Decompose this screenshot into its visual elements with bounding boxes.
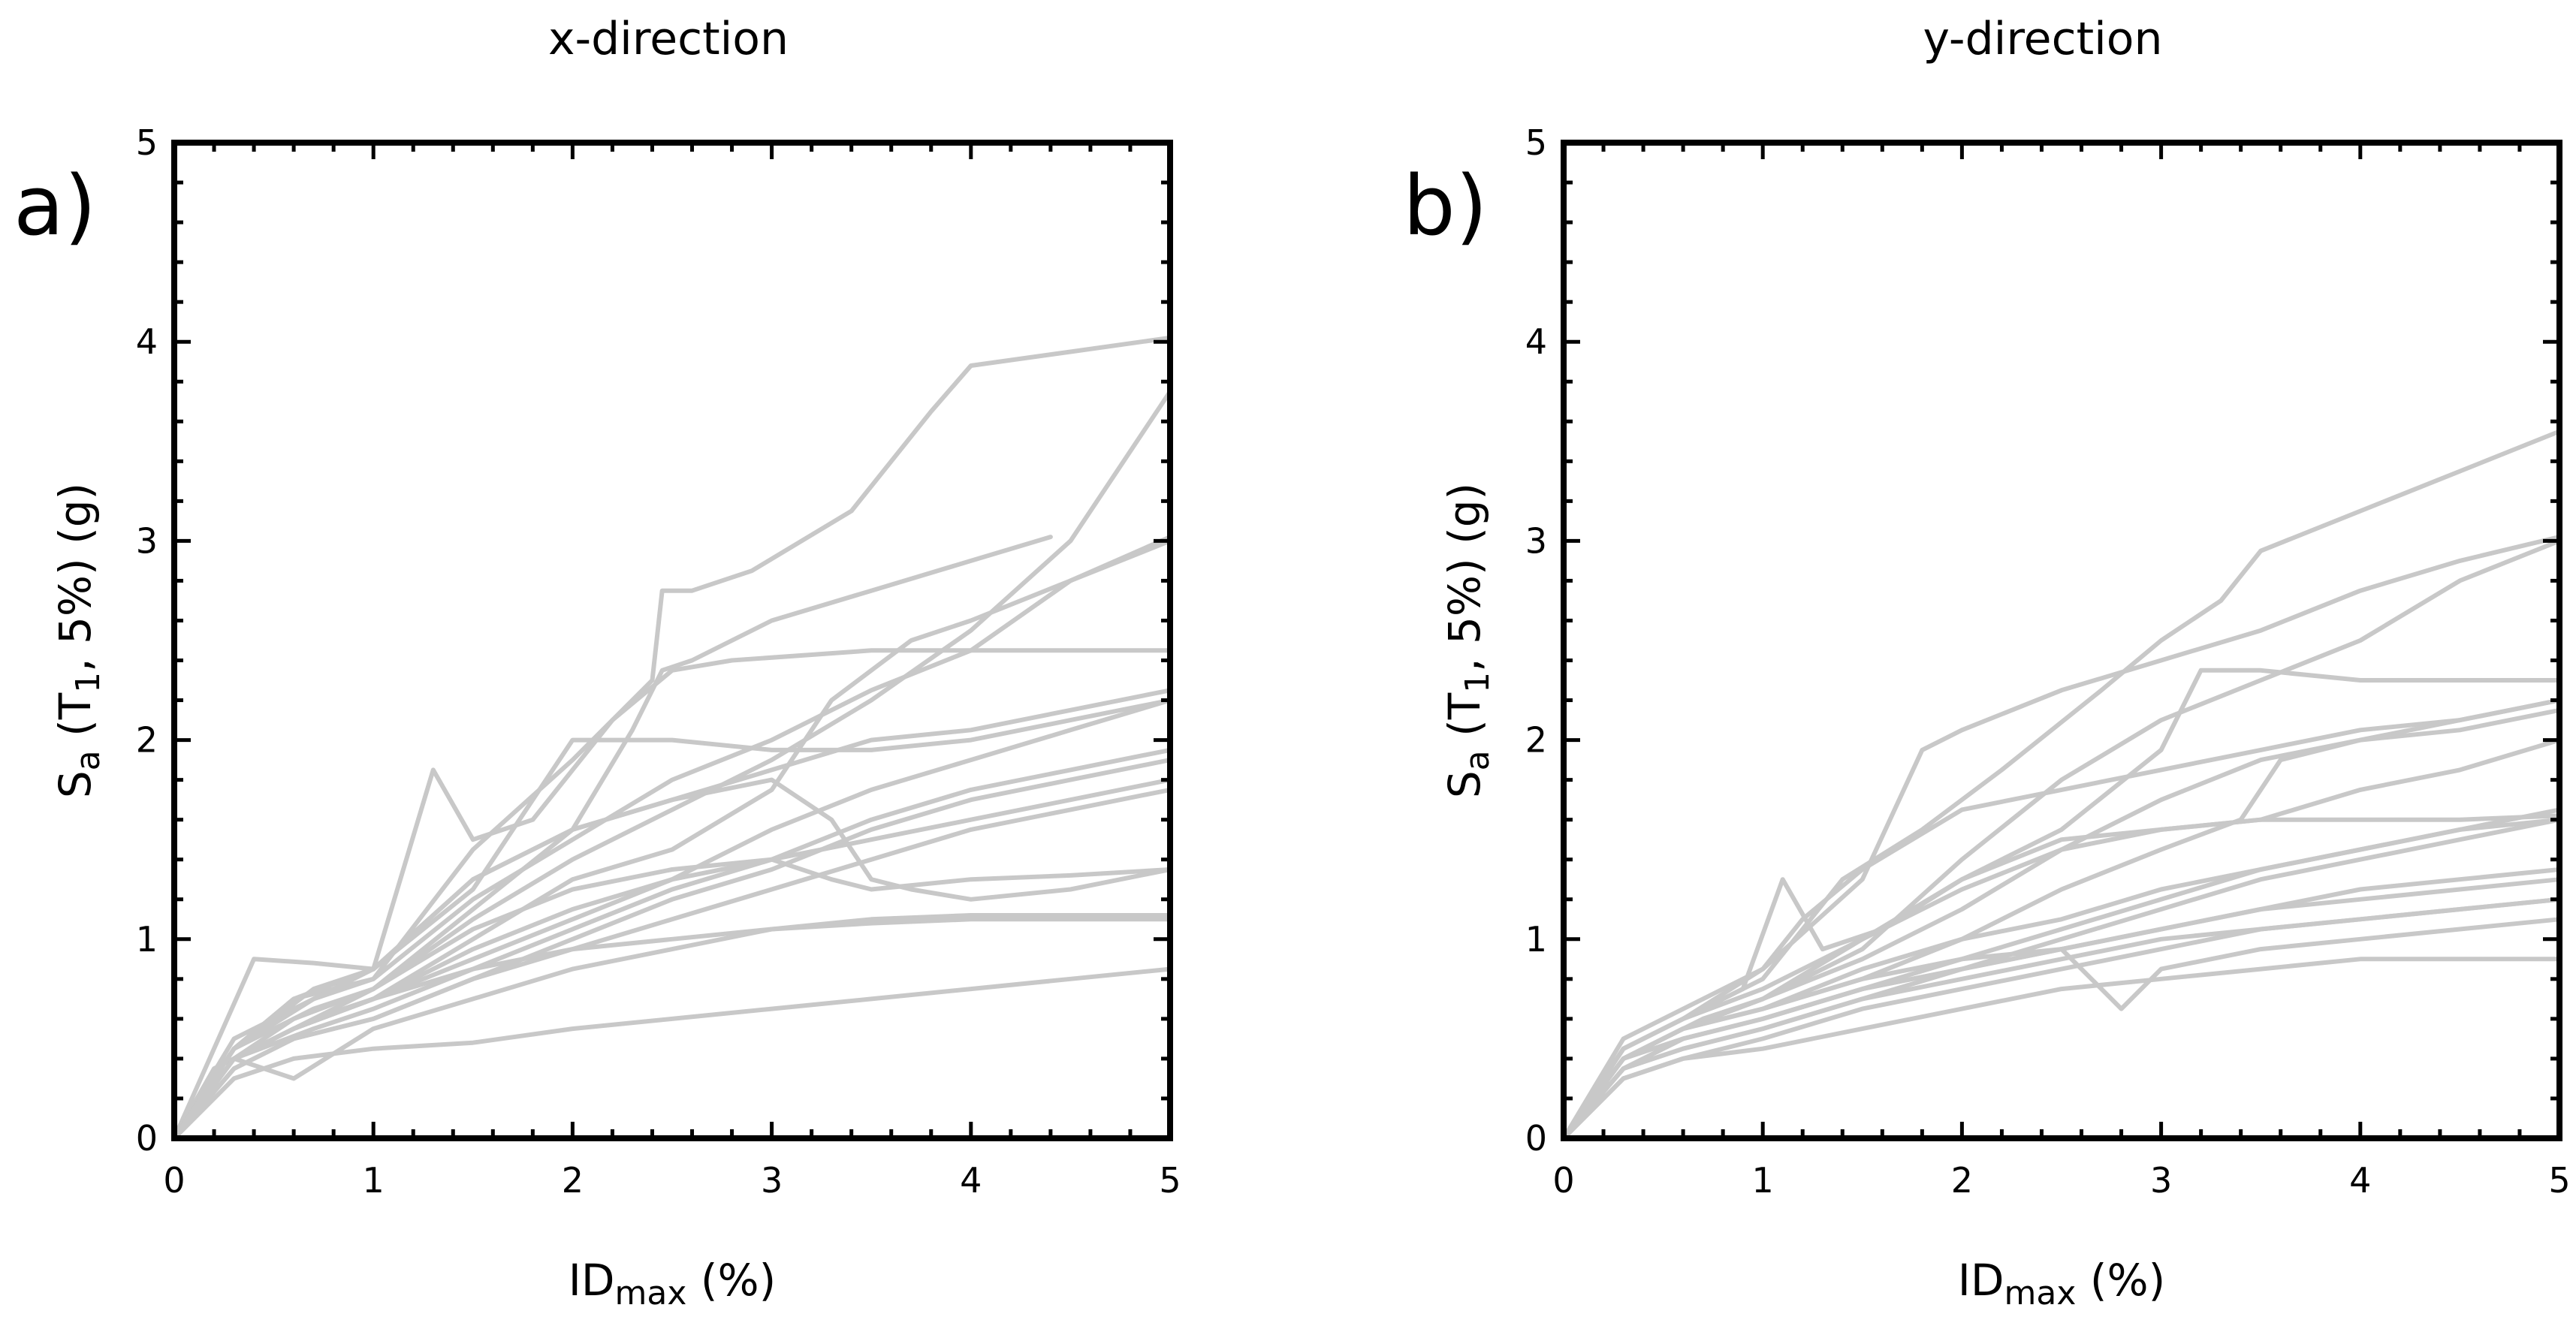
panel-b-series-10 (1561, 817, 2562, 1141)
panel-a-series-2 (172, 335, 1172, 1141)
panel-a-label: a) (14, 158, 96, 254)
panel-a-series-16 (172, 758, 1172, 1141)
panel-b-x-tick-label: 5 (2548, 1160, 2570, 1201)
panel-a-tick-labels: 0 1 2 3 4 5 0 1 2 3 4 5 (136, 122, 1181, 1201)
panel-a-y-tick-label: 2 (136, 720, 158, 761)
panel-b-y-tick-label: 1 (1525, 919, 1547, 960)
panel-a-y-tick-label: 0 (136, 1118, 158, 1159)
panel-b-y-tick-label: 5 (1525, 122, 1547, 163)
panel-b-y-axis-label: Sa (T1, 5%) (g) (1439, 483, 1497, 798)
panel-a-x-tick-label: 3 (761, 1160, 783, 1201)
panel-b-series-16 (1561, 813, 2562, 1141)
panel-a-y-tick-label: 1 (136, 919, 158, 960)
panel-a-title: x-direction (548, 13, 789, 65)
panel-b-y-tick-label: 2 (1525, 720, 1547, 761)
panel-a-series-14 (172, 777, 1172, 1141)
panel-a-y-tick-label: 3 (136, 520, 158, 561)
panel-b-x-tick-label: 1 (1752, 1160, 1774, 1201)
panel-b-tick-labels: 0 1 2 3 4 5 0 1 2 3 4 5 (1525, 122, 2571, 1201)
panel-a-series-6 (172, 538, 1172, 1141)
panel-a-series-8 (172, 747, 1172, 1141)
panel-a-y-axis-label: Sa (T1, 5%) (g) (50, 483, 107, 798)
panel-b-series-12 (1561, 957, 2562, 1141)
panel-a-y-tick-label: 5 (136, 122, 158, 163)
panel-b-x-axis-label: IDmax (%) (1958, 1255, 2165, 1312)
panel-a-series-3 (172, 535, 1053, 1141)
panel-a-x-tick-label: 4 (960, 1160, 982, 1201)
panel-b-series-13 (1561, 917, 2562, 1141)
panel-a-series-18 (172, 917, 1172, 1141)
panel-b-x-tick-label: 2 (1951, 1160, 1973, 1201)
panel-b-label: b) (1403, 158, 1488, 254)
panel-b-title: y-direction (1923, 13, 2162, 65)
panel-a-x-axis-label: IDmax (%) (569, 1255, 776, 1312)
panel-a-x-tick-label: 2 (562, 1160, 584, 1201)
panel-a-y-tick-label: 4 (136, 321, 158, 362)
panel-a-series-1 (172, 648, 1172, 1141)
panel-b-plot-frame (1561, 140, 2562, 1141)
panel-a-series-5 (172, 535, 1172, 1141)
panel-b-x-tick-label: 0 (1552, 1160, 1574, 1201)
panel-a-curves (172, 335, 1172, 1141)
panel-b-series-1 (1561, 535, 2562, 1141)
panel-a-x-tick-label: 0 (163, 1160, 185, 1201)
panel-a-series-10 (172, 913, 1172, 1141)
panel-a-series-11 (172, 966, 1172, 1141)
panel-b: y-direction b) 0 1 2 3 4 5 0 1 2 3 4 5 IDmax (%) Sa… (1403, 13, 2571, 1312)
panel-b-series-18 (1561, 867, 2562, 1141)
panel-a-plot-frame (171, 140, 1173, 1141)
panel-b-curves (1561, 429, 2562, 1141)
panel-b-y-tick-label: 0 (1525, 1118, 1547, 1159)
panel-a-series-15 (172, 857, 1172, 1141)
panel-b-x-tick-label: 3 (2150, 1160, 2172, 1201)
panel-a-series-17 (172, 698, 1172, 1141)
panel-a: x-direction a) 0 1 2 3 4 5 0 1 2 3 4 5 IDmax (%) Sa… (14, 13, 1181, 1312)
panel-b-series-17 (1561, 897, 2562, 1141)
panel-a-x-tick-label: 1 (363, 1160, 385, 1201)
panel-a-x-tick-label: 5 (1159, 1160, 1181, 1201)
panel-b-series-4 (1561, 668, 2562, 1141)
panel-b-series-15 (1561, 817, 2562, 1141)
panel-b-series-6 (1561, 707, 2562, 1141)
panel-a-series-13 (172, 777, 1172, 1141)
panel-a-ticks (172, 140, 1172, 1141)
panel-b-y-tick-label: 4 (1525, 321, 1547, 362)
panel-b-ticks (1561, 140, 2562, 1141)
panel-b-series-9 (1561, 807, 2562, 1141)
panel-b-y-tick-label: 3 (1525, 520, 1547, 561)
panel-b-x-tick-label: 4 (2349, 1160, 2371, 1201)
